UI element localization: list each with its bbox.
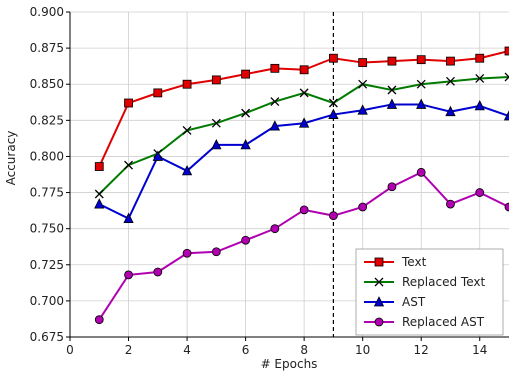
data-point xyxy=(154,268,162,276)
data-point xyxy=(95,163,103,171)
data-point xyxy=(375,318,383,326)
y-tick-label: 0.800 xyxy=(30,149,64,163)
x-tick-label: 12 xyxy=(414,343,429,357)
data-point xyxy=(505,47,509,55)
x-tick-label: 10 xyxy=(355,343,370,357)
x-axis-label: # Epochs xyxy=(261,357,318,371)
data-point xyxy=(300,66,308,74)
y-tick-label: 0.900 xyxy=(30,5,64,19)
data-point xyxy=(125,271,133,279)
legend-label: AST xyxy=(402,295,426,309)
y-tick-label: 0.700 xyxy=(30,294,64,308)
y-tick-label: 0.825 xyxy=(30,113,64,127)
y-tick-label: 0.750 xyxy=(30,222,64,236)
data-point xyxy=(300,206,308,214)
data-point xyxy=(329,54,337,62)
data-point xyxy=(242,236,250,244)
x-tick-label: 6 xyxy=(242,343,250,357)
data-point xyxy=(446,57,454,65)
y-tick-label: 0.850 xyxy=(30,77,64,91)
data-point xyxy=(476,54,484,62)
data-point xyxy=(417,168,425,176)
data-point xyxy=(476,189,484,197)
data-point xyxy=(183,80,191,88)
y-tick-label: 0.775 xyxy=(30,186,64,200)
data-point xyxy=(446,200,454,208)
data-point xyxy=(95,316,103,324)
data-point xyxy=(212,76,220,84)
y-axis-label: Accuracy xyxy=(4,131,18,186)
data-point xyxy=(212,248,220,256)
data-point xyxy=(375,258,383,266)
data-point xyxy=(388,57,396,65)
data-point xyxy=(388,183,396,191)
x-tick-label: 14 xyxy=(472,343,487,357)
data-point xyxy=(154,89,162,97)
data-point xyxy=(417,56,425,64)
data-point xyxy=(329,212,337,220)
data-point xyxy=(271,225,279,233)
data-point xyxy=(183,249,191,257)
data-point xyxy=(242,70,250,78)
y-tick-label: 0.725 xyxy=(30,258,64,272)
y-tick-label: 0.675 xyxy=(30,330,64,344)
y-tick-label: 0.875 xyxy=(30,41,64,55)
data-point xyxy=(359,59,367,67)
legend-label: Text xyxy=(401,255,427,269)
data-point xyxy=(271,64,279,72)
x-tick-label: 8 xyxy=(300,343,308,357)
data-point xyxy=(125,99,133,107)
data-point xyxy=(359,203,367,211)
legend-label: Replaced AST xyxy=(402,315,485,329)
legend: Text Replaced Text AST Replaced AST xyxy=(356,249,503,335)
x-tick-label: 0 xyxy=(66,343,74,357)
x-tick-label: 4 xyxy=(183,343,191,357)
legend-label: Replaced Text xyxy=(402,275,485,289)
x-tick-label: 2 xyxy=(125,343,133,357)
